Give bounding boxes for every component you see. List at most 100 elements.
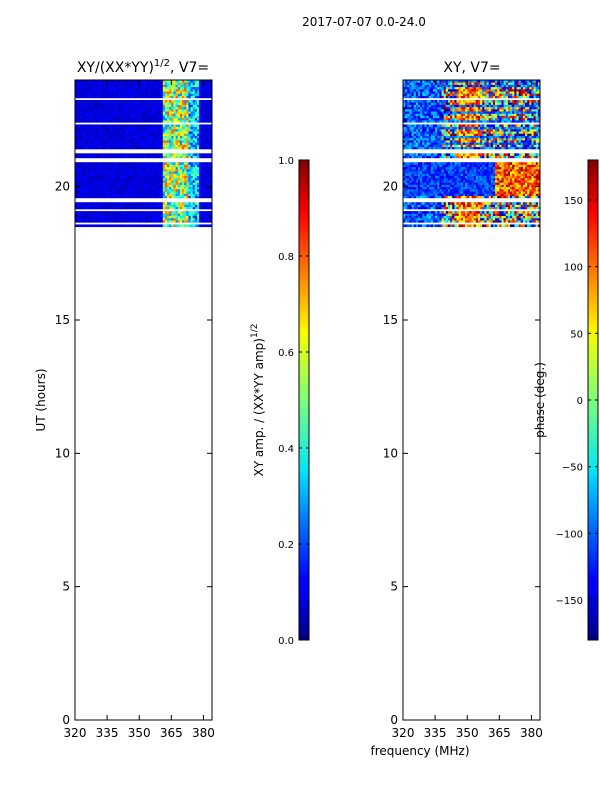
heatmap-cell <box>92 131 95 134</box>
heatmap-cell <box>156 137 159 141</box>
heatmap-cell <box>79 191 82 194</box>
heatmap-cell <box>124 186 127 190</box>
heatmap-cell <box>79 135 82 139</box>
heatmap-cell <box>98 126 102 130</box>
heatmap-cell <box>87 206 91 210</box>
heatmap-cell <box>426 213 430 216</box>
heatmap-cell <box>92 215 95 219</box>
heatmap-cell <box>499 191 502 194</box>
heatmap-cell <box>141 195 144 199</box>
heatmap-cell <box>87 224 91 228</box>
heatmap-cell <box>450 202 453 205</box>
heatmap-cell <box>522 204 526 208</box>
heatmap-cell <box>104 164 108 168</box>
heatmap-cell <box>199 202 202 205</box>
heatmap-cell <box>139 206 142 210</box>
heatmap-cell <box>75 120 78 123</box>
heatmap-cell <box>411 193 415 196</box>
heatmap-cell <box>104 100 108 103</box>
heatmap-cell <box>141 86 144 90</box>
heatmap-cell <box>186 95 189 99</box>
heatmap-cell <box>179 153 183 156</box>
heatmap-cell <box>201 146 204 150</box>
heatmap-cell <box>488 191 492 194</box>
heatmap-cell <box>495 186 498 190</box>
heatmap-cell <box>194 131 198 134</box>
heatmap-cell <box>527 195 530 199</box>
heatmap-cell <box>137 180 140 183</box>
heatmap-cell <box>428 220 432 223</box>
heatmap-cell <box>460 182 464 185</box>
heatmap-cell <box>167 80 170 83</box>
heatmap-cell <box>141 137 144 141</box>
heatmap-cell <box>535 193 539 196</box>
heatmap-cell <box>194 182 198 185</box>
heatmap-cell <box>194 177 198 181</box>
heatmap-cell <box>503 184 507 188</box>
heatmap-cell <box>184 217 187 221</box>
heatmap-cell <box>443 182 447 185</box>
heatmap-cell <box>199 126 202 130</box>
heatmap-cell <box>409 193 412 196</box>
heatmap-cell <box>426 175 430 179</box>
heatmap-cell <box>171 126 174 130</box>
heatmap-cell <box>177 82 181 85</box>
heatmap-cell <box>179 86 183 90</box>
heatmap-cell <box>203 126 206 130</box>
heatmap-cell <box>169 113 172 116</box>
heatmap-cell <box>130 120 134 123</box>
heatmap-cell <box>179 113 183 116</box>
heatmap-cell <box>432 180 436 183</box>
heatmap-cell <box>430 171 434 174</box>
heatmap-cell <box>194 126 198 130</box>
heatmap-cell <box>186 211 189 214</box>
heatmap-cell <box>443 204 447 208</box>
heatmap-cell <box>171 93 174 96</box>
heatmap-cell <box>445 215 449 219</box>
heatmap-cell <box>173 146 177 150</box>
heatmap-cell <box>184 104 187 108</box>
heatmap-cell <box>203 215 206 219</box>
heatmap-cell <box>149 146 153 150</box>
heatmap-cell <box>164 211 168 214</box>
heatmap-cell <box>83 140 87 143</box>
heatmap-cell <box>518 224 522 228</box>
heatmap-cell <box>194 215 198 219</box>
heatmap-cell <box>205 186 209 190</box>
heatmap-cell <box>141 117 144 121</box>
heatmap-cell <box>194 191 198 194</box>
heatmap-cell <box>480 177 483 181</box>
heatmap-cell <box>205 117 209 121</box>
heatmap-cell <box>152 224 155 228</box>
heatmap-cell <box>81 184 84 188</box>
heatmap-cell <box>145 166 149 170</box>
heatmap-cell <box>422 188 425 192</box>
heatmap-cell <box>510 171 513 174</box>
heatmap-cell <box>405 224 408 228</box>
heatmap-cell <box>477 224 481 228</box>
heatmap-cell <box>85 191 89 194</box>
heatmap-cell <box>420 173 423 176</box>
heatmap-cell <box>175 186 179 190</box>
heatmap-cell <box>160 95 164 99</box>
heatmap-cell <box>85 168 89 172</box>
heatmap-cell <box>102 213 106 216</box>
heatmap-cell <box>102 84 106 88</box>
heatmap-cell <box>79 120 82 123</box>
heatmap-cell <box>130 215 134 219</box>
heatmap-cell <box>141 95 144 99</box>
heatmap-cell <box>432 202 436 205</box>
heatmap-cell <box>452 175 455 179</box>
heatmap-cell <box>435 195 438 199</box>
heatmap-cell <box>527 186 530 190</box>
heatmap-cell <box>490 211 494 214</box>
heatmap-cell <box>160 144 164 148</box>
heatmap-cell <box>147 153 151 156</box>
heatmap-cell <box>497 173 500 176</box>
heatmap-cell <box>188 126 191 130</box>
heatmap-cell <box>179 206 183 210</box>
heatmap-cell <box>130 184 134 188</box>
heatmap-cell <box>462 182 466 185</box>
heatmap-cell <box>531 191 534 194</box>
heatmap-cell <box>104 217 108 221</box>
